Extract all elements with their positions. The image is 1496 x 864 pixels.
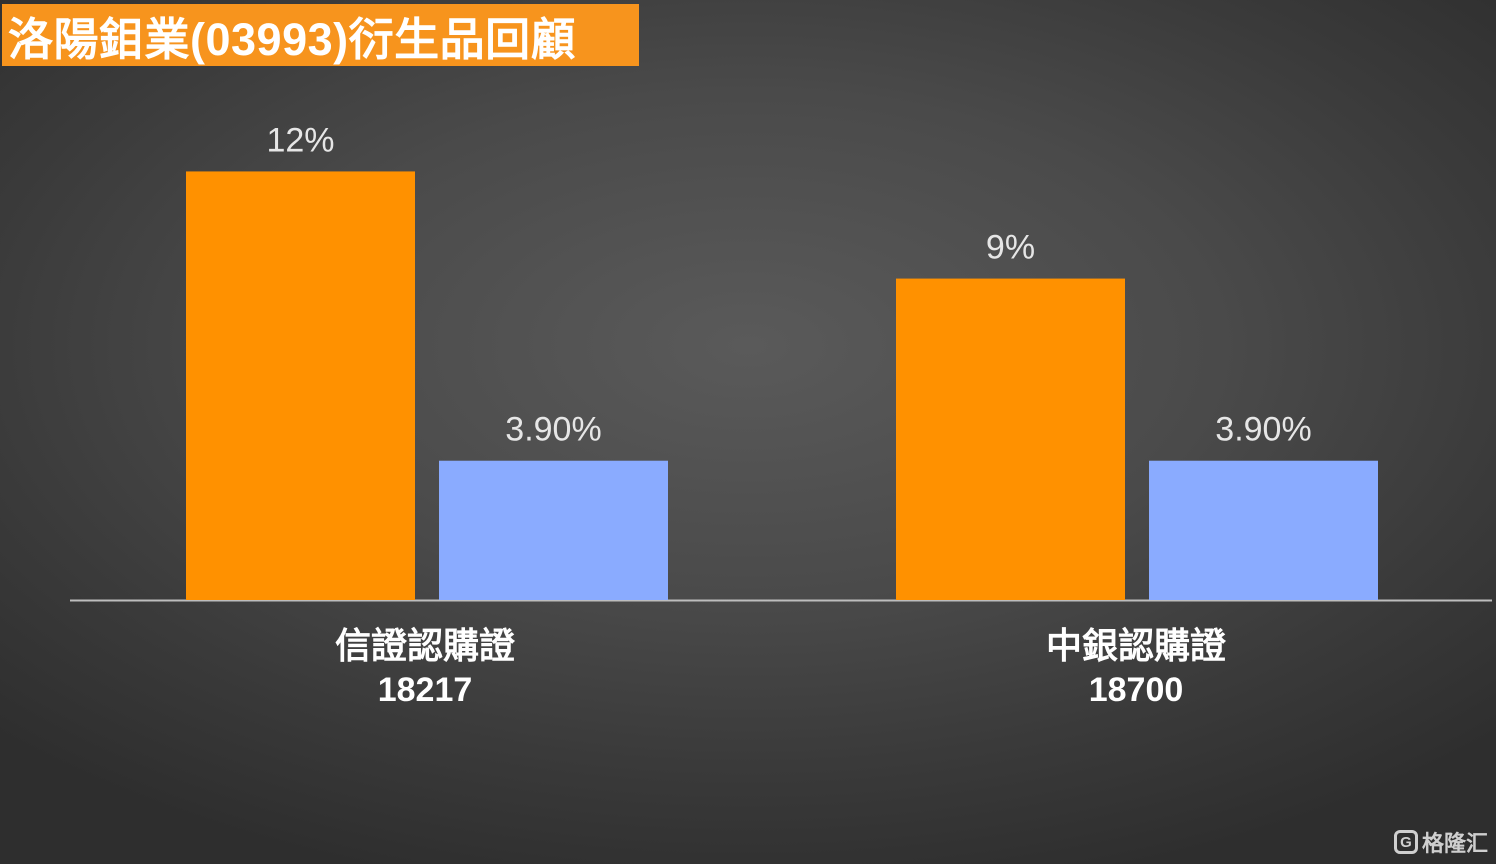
- category-code: 18217: [377, 671, 473, 709]
- category-name: 信證認購證: [334, 625, 515, 666]
- watermark: G 格隆汇: [1393, 826, 1488, 858]
- data-label-1-1: 12%: [266, 121, 334, 159]
- bar-1-2: [439, 460, 668, 600]
- chart-title: 洛陽鉬業(03993)衍生品回顧: [2, 4, 639, 66]
- data-label-1-2: 3.90%: [505, 411, 601, 449]
- logo-icon: G: [1393, 830, 1418, 854]
- category-label-1: 信證認購證 18217: [245, 624, 605, 712]
- bar-1-1: [186, 171, 415, 600]
- bar-2-2: [1149, 460, 1378, 600]
- category-code: 18700: [1088, 671, 1184, 709]
- data-label-2-1: 9%: [986, 229, 1035, 267]
- category-label-2: 中銀認購證 18700: [956, 624, 1316, 712]
- bar-2-1: [896, 278, 1125, 600]
- category-name: 中銀認購證: [1045, 625, 1226, 666]
- watermark-text: 格隆汇: [1421, 831, 1488, 856]
- data-label-2-2: 3.90%: [1215, 411, 1311, 449]
